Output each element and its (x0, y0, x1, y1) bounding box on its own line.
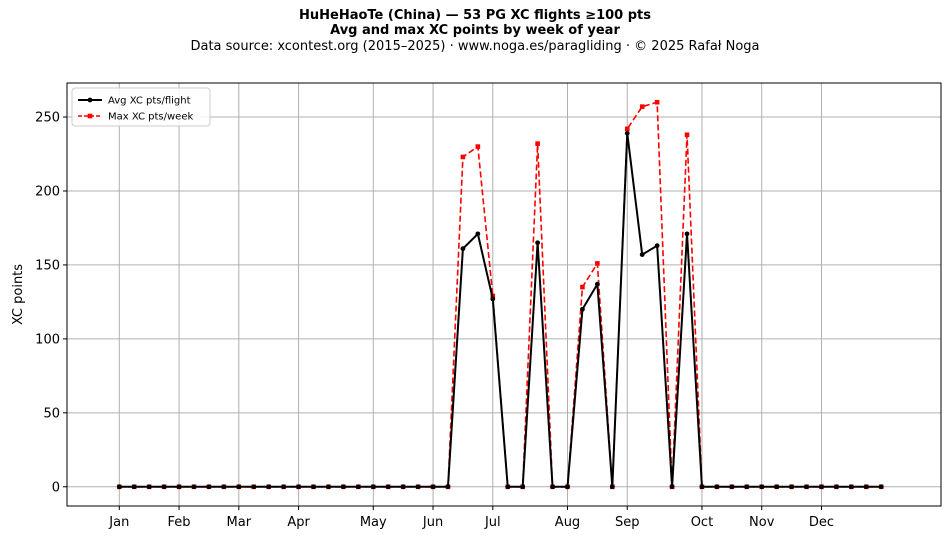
data-point (804, 484, 809, 490)
data-point (609, 484, 615, 490)
data-point (639, 252, 645, 257)
data-point (161, 484, 167, 490)
legend: Avg XC pts/flight Max XC pts/week (71, 87, 211, 127)
y-axis-label: XC points (11, 264, 26, 325)
data-point (759, 484, 765, 490)
data-point (400, 484, 406, 490)
y-tick-label: 250 (35, 111, 60, 126)
chart-title-line2: Avg and max XC points by week of year (330, 23, 620, 38)
x-tick-label: May (360, 515, 387, 530)
data-point (266, 484, 272, 490)
data-point (520, 484, 526, 490)
data-point (639, 104, 645, 109)
data-point (848, 484, 854, 490)
y-tick-label: 100 (35, 332, 60, 347)
x-tick-label: Feb (168, 515, 191, 530)
data-point (340, 484, 346, 490)
data-point (296, 484, 301, 490)
data-point (475, 231, 481, 237)
legend-marker (87, 97, 93, 103)
data-point (445, 484, 451, 490)
x-tick-label: Apr (287, 515, 310, 530)
data-point (415, 484, 421, 490)
x-tick-label: Dec (809, 515, 834, 530)
data-point (505, 484, 511, 490)
series-layer (116, 99, 884, 490)
x-axis: Jan Feb Mar Apr May Jun Jul Aug Sep Oct Nov Dec (108, 506, 834, 530)
data-point (475, 144, 481, 149)
data-point (819, 484, 824, 490)
data-point (863, 484, 869, 490)
data-point (490, 296, 496, 302)
data-point (131, 484, 137, 490)
data-point (146, 484, 152, 490)
data-point (535, 141, 540, 146)
plot-frame (66, 82, 942, 507)
x-tick-label: Mar (227, 515, 252, 530)
legend-label: Avg XC pts/flight (108, 96, 191, 107)
data-point (385, 484, 391, 490)
y-tick-label: 150 (35, 258, 60, 273)
legend-marker (87, 113, 93, 119)
x-tick-label: Oct (691, 515, 713, 530)
data-point (430, 484, 436, 490)
series-line-max-xc-pts-week (119, 101, 882, 488)
x-tick-label: Jul (484, 515, 501, 530)
data-point (684, 132, 690, 138)
data-point (624, 126, 630, 132)
data-point (594, 281, 600, 287)
data-point (654, 243, 660, 249)
data-point (699, 484, 705, 490)
series-line-avg-xc-pts-flight (119, 132, 882, 488)
data-point (624, 130, 630, 136)
data-point (565, 484, 570, 490)
x-tick-label: Jan (108, 515, 129, 530)
data-point (774, 484, 780, 490)
data-point (714, 484, 720, 490)
data-point (460, 246, 466, 252)
data-point (684, 231, 690, 237)
data-point (116, 484, 122, 490)
data-point (580, 284, 585, 290)
data-point (176, 484, 182, 490)
data-point (669, 484, 675, 490)
data-point (729, 484, 735, 490)
x-tick-label: Jun (422, 515, 443, 530)
y-tick-label: 200 (35, 184, 60, 199)
x-tick-label: Sep (615, 515, 640, 530)
data-point (550, 484, 555, 490)
data-point (535, 240, 541, 246)
data-point (355, 484, 361, 490)
data-point (744, 484, 750, 490)
data-point (206, 484, 212, 490)
data-point (580, 306, 585, 312)
data-point (370, 484, 376, 490)
data-point (221, 484, 227, 490)
data-point (281, 484, 287, 490)
data-point (595, 261, 600, 266)
data-point (654, 99, 660, 105)
chart-titles: HuHeHaoTe (China) — 53 PG XC flights ≥10… (0, 8, 950, 55)
data-point (834, 484, 839, 490)
data-point (191, 484, 197, 490)
chart-title: HuHeHaoTe (China) — 53 PG XC flights ≥10… (298, 8, 652, 23)
data-point (311, 484, 316, 490)
data-point (789, 484, 794, 490)
y-tick-label: 50 (43, 406, 60, 421)
y-axis: 0 50 100 150 200 250 (35, 111, 67, 495)
data-point (326, 484, 331, 490)
data-point (236, 484, 242, 490)
x-tick-label: Aug (555, 515, 580, 530)
data-point (460, 154, 466, 160)
y-tick-label: 0 (52, 480, 60, 495)
data-point (878, 484, 884, 490)
legend-box (71, 87, 211, 127)
chart-subtitle: Data source: xcontest.org (2015–2025) · … (190, 39, 760, 54)
legend-label: Max XC pts/week (108, 112, 193, 123)
data-point (251, 484, 257, 490)
x-tick-label: Nov (749, 515, 775, 530)
